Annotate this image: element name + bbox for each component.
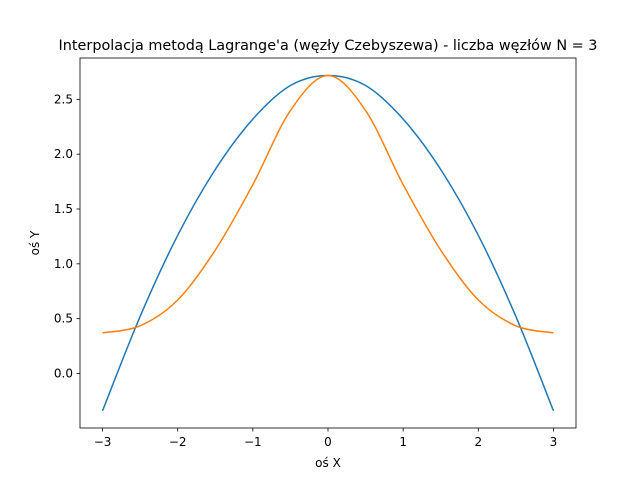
- chart-title: Interpolacja metodą Lagrange'a (węzły Cz…: [59, 38, 598, 54]
- ticks-layer: −3 −2 −1 0 1 2 3 0.0 0.5 1.0 1.5 2.0 2.5: [54, 92, 557, 449]
- y-tick-label: 0.0: [54, 366, 73, 380]
- plot-area: [80, 58, 576, 428]
- y-tick-label: 1.0: [54, 257, 73, 271]
- x-tick-label: −2: [169, 435, 187, 449]
- series-line-2: [102, 74, 554, 334]
- x-tick-label: 3: [550, 435, 558, 449]
- y-tick-label: 2.5: [54, 92, 73, 106]
- x-tick-label: 2: [474, 435, 482, 449]
- y-tick-label: 2.0: [54, 147, 73, 161]
- y-tick-label: 1.5: [54, 202, 73, 216]
- x-tick-label: 0: [324, 435, 332, 449]
- x-axis-label: oś X: [315, 456, 341, 470]
- y-tick-label: 0.5: [54, 312, 73, 326]
- x-tick-label: −1: [244, 435, 262, 449]
- x-tick-label: 1: [399, 435, 407, 449]
- y-axis-label: oś Y: [28, 230, 42, 255]
- series-layer: [101, 74, 555, 412]
- plot-frame: [79, 57, 577, 429]
- x-tick-label: −3: [94, 435, 112, 449]
